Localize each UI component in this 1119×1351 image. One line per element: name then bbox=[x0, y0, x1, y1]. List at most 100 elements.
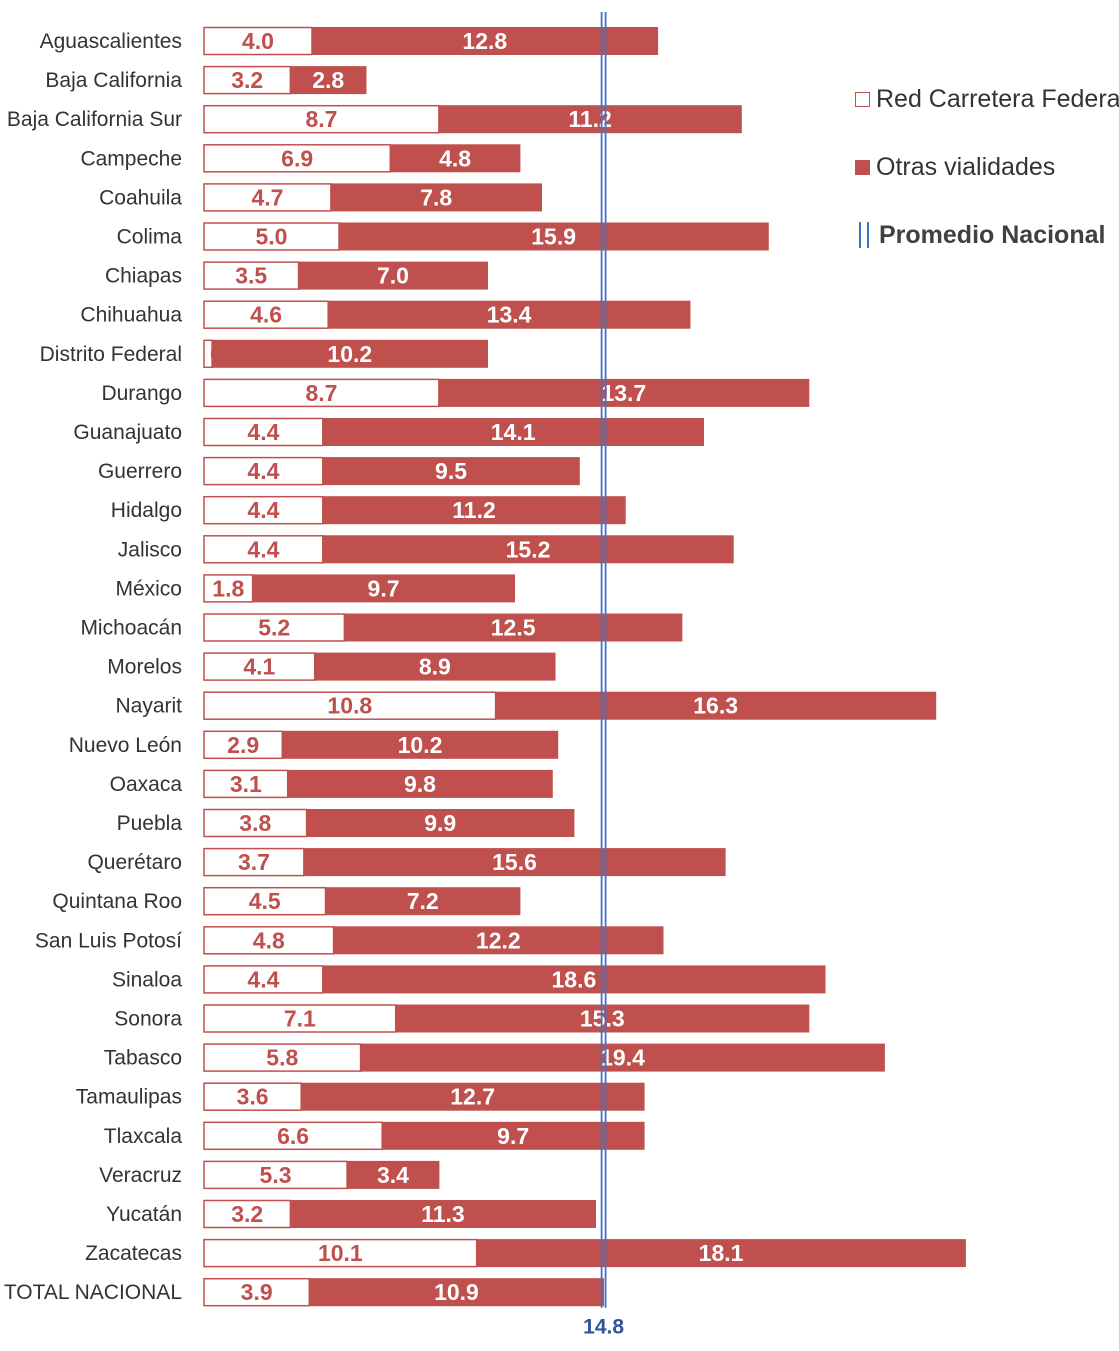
value-label-otras: 10.2 bbox=[398, 732, 443, 758]
category-label: TOTAL NACIONAL bbox=[4, 1281, 182, 1304]
value-label-federal: 4.4 bbox=[247, 966, 279, 992]
category-label: Baja California bbox=[45, 69, 182, 92]
value-label-otras: 9.5 bbox=[435, 458, 467, 484]
value-label-otras: 2.8 bbox=[312, 67, 344, 93]
value-label-otras: 12.7 bbox=[450, 1084, 495, 1110]
bar-federal bbox=[203, 535, 324, 564]
value-label-federal: 2.9 bbox=[227, 732, 259, 758]
value-label-federal: 5.8 bbox=[266, 1045, 298, 1071]
value-label-otras: 13.4 bbox=[487, 302, 532, 328]
value-label-otras: 10.2 bbox=[327, 341, 372, 367]
value-label-federal: 8.7 bbox=[305, 380, 337, 406]
value-label-federal: 3.8 bbox=[239, 810, 271, 836]
bar-federal bbox=[203, 378, 440, 408]
category-label: Jalisco bbox=[118, 538, 182, 561]
bar-federal bbox=[203, 300, 329, 329]
bar-otras bbox=[343, 613, 683, 642]
value-label-federal: 10.1 bbox=[318, 1240, 363, 1266]
value-label-federal: 5.3 bbox=[260, 1162, 292, 1188]
value-label-otras: 13.7 bbox=[601, 380, 646, 406]
category-label: Distrito Federal bbox=[40, 343, 182, 366]
bar-federal bbox=[203, 104, 440, 134]
category-label: Tabasco bbox=[104, 1047, 182, 1070]
value-label-federal: 7.1 bbox=[284, 1006, 316, 1032]
bar-otras bbox=[346, 1160, 440, 1189]
value-label-federal: 10.8 bbox=[327, 693, 372, 719]
value-label-federal: 5.0 bbox=[256, 224, 288, 250]
value-label-otras: 11.3 bbox=[421, 1201, 465, 1227]
bar-federal bbox=[203, 926, 335, 955]
category-label: Guerrero bbox=[98, 460, 182, 483]
category-label: Chihuahua bbox=[80, 304, 182, 327]
bar-federal bbox=[203, 886, 327, 916]
reference-line-group: 14.8 bbox=[583, 12, 624, 1339]
value-label-federal: 4.4 bbox=[247, 458, 279, 484]
bar-otras bbox=[495, 691, 937, 720]
bar-otras bbox=[308, 1278, 605, 1307]
value-label-federal: 4.7 bbox=[251, 184, 283, 210]
bar-otras bbox=[438, 378, 810, 407]
bar-otras bbox=[289, 66, 367, 95]
value-label-otras: 16.3 bbox=[693, 693, 738, 719]
bar-federal bbox=[203, 456, 324, 486]
value-label-otras: 9.7 bbox=[497, 1123, 529, 1149]
value-label-otras: 15.6 bbox=[492, 849, 537, 875]
category-label: Aguascalientes bbox=[40, 30, 182, 53]
bar-federal bbox=[203, 495, 324, 525]
category-label: Guanajuato bbox=[73, 421, 182, 444]
bar-federal bbox=[203, 1238, 478, 1268]
bar-otras bbox=[287, 769, 553, 798]
bar-otras bbox=[306, 809, 575, 837]
value-label-federal: 1.8 bbox=[212, 575, 244, 601]
bar-otras bbox=[211, 339, 488, 368]
category-label: Durango bbox=[101, 382, 182, 405]
category-label: Sinaloa bbox=[112, 968, 182, 991]
category-label: Chiapas bbox=[105, 265, 182, 288]
bar-federal bbox=[203, 965, 324, 994]
bar-otras bbox=[381, 1121, 645, 1150]
bar-otras bbox=[330, 183, 542, 212]
value-label-otras: 10.9 bbox=[434, 1279, 479, 1305]
value-label-federal: 8.7 bbox=[305, 106, 337, 132]
category-label: Morelos bbox=[107, 656, 182, 679]
legend-label-otras: Otras vialidades bbox=[876, 152, 1056, 181]
value-label-otras: 9.9 bbox=[424, 810, 456, 836]
bar-federal bbox=[203, 1043, 362, 1072]
bar-otras bbox=[322, 535, 734, 564]
category-label: San Luis Potosí bbox=[35, 929, 182, 952]
bar-otras bbox=[322, 457, 580, 486]
value-label-federal: 3.7 bbox=[238, 849, 270, 875]
bar-otras bbox=[338, 222, 769, 251]
category-label: Baja California Sur bbox=[7, 108, 182, 131]
reference-line-label: 14.8 bbox=[583, 1316, 624, 1339]
legend-swatch-otras bbox=[855, 159, 870, 175]
value-label-otras: 7.2 bbox=[407, 888, 439, 914]
value-label-federal: 4.6 bbox=[250, 302, 282, 328]
value-label-otras: 12.8 bbox=[462, 28, 507, 54]
bar-federal bbox=[203, 730, 284, 760]
bar-federal bbox=[203, 144, 392, 173]
bar-federal bbox=[203, 808, 308, 838]
bar-federal bbox=[203, 1277, 311, 1307]
bar-otras bbox=[360, 1043, 885, 1072]
category-label: Hidalgo bbox=[111, 499, 182, 522]
value-label-federal: 3.9 bbox=[241, 1279, 273, 1305]
category-label: Nuevo León bbox=[69, 734, 182, 757]
bar-federal bbox=[203, 769, 289, 799]
value-label-otras: 4.8 bbox=[439, 145, 471, 171]
value-label-otras: 18.6 bbox=[552, 966, 597, 992]
value-label-otras: 15.2 bbox=[506, 536, 551, 562]
bar-federal bbox=[203, 652, 316, 681]
category-label: Tlaxcala bbox=[104, 1125, 183, 1148]
legend-item-federal: Red Carretera Federal bbox=[855, 82, 1119, 116]
category-label: Campeche bbox=[80, 147, 182, 170]
value-label-otras: 9.7 bbox=[368, 575, 400, 601]
value-label-federal: 4.4 bbox=[247, 536, 279, 562]
value-label-otras: 8.9 bbox=[419, 654, 451, 680]
bar-otras bbox=[333, 926, 664, 955]
category-label: Quintana Roo bbox=[52, 890, 182, 913]
category-label: Sonora bbox=[114, 1008, 182, 1031]
value-label-otras: 11.2 bbox=[452, 497, 496, 523]
value-label-otras: 11.2 bbox=[568, 106, 612, 132]
legend-label-federal: Red Carretera Federal bbox=[876, 84, 1119, 113]
